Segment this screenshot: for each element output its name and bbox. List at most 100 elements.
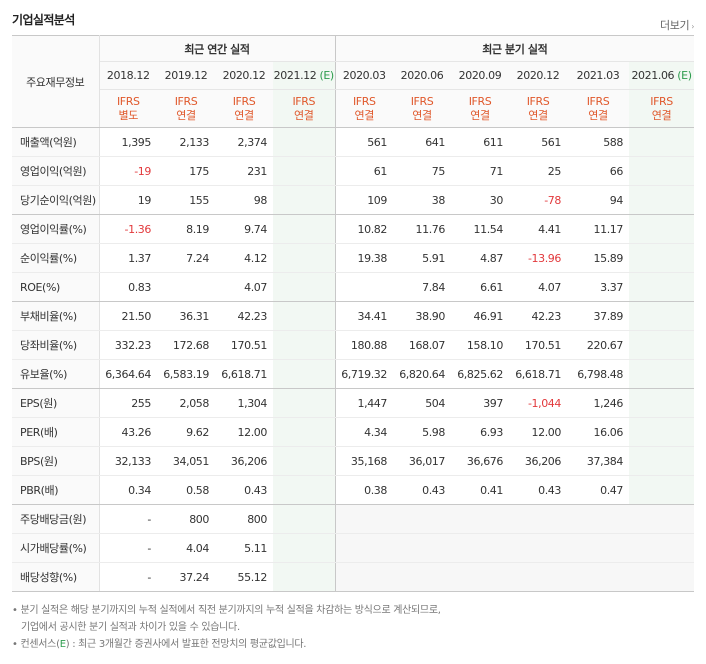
period-header: 2020.12 [509,61,567,90]
table-cell: 588 [567,127,629,157]
table-cell: 11.54 [451,214,509,244]
table-cell [273,301,336,331]
table-row: 유보율(%) 6,364.64 6,583.19 6,618.71 6,719.32 6,… [12,359,695,389]
row-label: BPS(원) [12,446,100,476]
table-cell: 172.68 [157,330,215,360]
accounting-standard: IFRS 연결 [393,89,451,128]
table-cell: 170.51 [509,330,567,360]
period-header: 2021.03 [567,61,629,90]
table-cell: 16.06 [567,417,629,447]
table-cell: 71 [451,156,509,186]
table-cell: 46.91 [451,301,509,331]
table-row: ROE(%) 0.83 4.07 7.84 6.61 4.07 3.37 [12,272,695,302]
table-cell: 4.12 [215,243,273,273]
table-cell [629,214,695,244]
section-title: 기업실적분석 [12,13,75,27]
table-cell: 0.41 [451,475,509,505]
table-cell: 36,206 [509,446,567,476]
table-cell: 43.26 [99,417,157,447]
table-cell: 37.24 [157,562,215,592]
table-cell: 0.43 [509,475,567,505]
table-cell [451,504,509,534]
table-row: 당기순이익(억원) 19 155 98 109 38 30 -78 94 [12,185,695,215]
quarter-group-header: 최근 분기 실적 [335,35,695,62]
period-header: 2021.12 (E) [273,61,336,90]
table-cell: 8.19 [157,214,215,244]
table-cell [273,388,336,418]
period-header: 2021.06 (E) [629,61,695,90]
table-cell [273,533,336,563]
table-cell [273,156,336,186]
row-label: 매출액(억원) [12,127,100,157]
accounting-standard: IFRS 연결 [335,89,393,128]
accounting-standard: IFRS 연결 [273,89,336,128]
table-row: 시가배당률(%) -4.04 5.11 [12,533,695,563]
table-cell [509,533,567,563]
table-cell [567,533,629,563]
period-header: 2018.12 [99,61,157,90]
table-cell [629,301,695,331]
table-cell: 36,017 [393,446,451,476]
table-cell: 255 [99,388,157,418]
table-cell [629,243,695,273]
table-cell: 19 [99,185,157,215]
table-row: 부채비율(%) 21.50 36.31 42.23 34.41 38.90 46.91 42.… [12,301,695,331]
table-cell [335,562,393,592]
table-cell: 6,618.71 [509,359,567,389]
row-label: 당기순이익(억원) [12,185,100,215]
table-cell: -1,044 [509,388,567,418]
table-cell [567,504,629,534]
table-cell [273,272,336,302]
table-cell: 4.87 [451,243,509,273]
period-header: 2020.03 [335,61,393,90]
table-cell: 37,384 [567,446,629,476]
table-cell: 55.12 [215,562,273,592]
table-cell [393,504,451,534]
table-cell: 5.11 [215,533,273,563]
table-cell: 6,798.48 [567,359,629,389]
table-cell: 12.00 [509,417,567,447]
table-cell: 4.07 [509,272,567,302]
table-cell [273,504,336,534]
table-cell: 30 [451,185,509,215]
table-cell: 4.04 [157,533,215,563]
table-cell: 504 [393,388,451,418]
table-cell: -13.96 [509,243,567,273]
table-cell: 641 [393,127,451,157]
more-link[interactable]: 더보기 › [660,17,694,33]
row-label: 시가배당률(%) [12,533,100,563]
table-cell: 0.43 [215,475,273,505]
row-label: 순이익률(%) [12,243,100,273]
table-row: EPS(원) 255 2,058 1,304 1,447 504 397 -1,044 1,24… [12,388,695,418]
table-row: 매출액(억원) 1,395 2,133 2,374 561 641 611 561 588 [12,127,695,157]
table-cell: 42.23 [509,301,567,331]
table-row: PER(배) 43.26 9.62 12.00 4.34 5.98 6.93 12.00 16.… [12,417,695,447]
table-cell: 6,618.71 [215,359,273,389]
chevron-right-icon: › [691,22,694,31]
table-cell: 3.37 [567,272,629,302]
table-cell: 36.31 [157,301,215,331]
table-cell: 109 [335,185,393,215]
table-cell: 1,246 [567,388,629,418]
table-cell: 0.34 [99,475,157,505]
table-cell: 6,820.64 [393,359,451,389]
table-cell: 61 [335,156,393,186]
table-cell: 36,676 [451,446,509,476]
accounting-standard: IFRS 연결 [629,89,695,128]
table-cell [273,359,336,389]
table-cell: 168.07 [393,330,451,360]
table-cell: 1,447 [335,388,393,418]
row-label: 영업이익률(%) [12,214,100,244]
table-cell [629,185,695,215]
table-cell [393,562,451,592]
row-label: 유보율(%) [12,359,100,389]
table-cell: - [99,562,157,592]
row-label: 부채비율(%) [12,301,100,331]
table-cell: 220.67 [567,330,629,360]
table-cell: 37.89 [567,301,629,331]
table-cell: -1.36 [99,214,157,244]
table-cell: 1,304 [215,388,273,418]
table-cell: 21.50 [99,301,157,331]
table-cell: 4.07 [215,272,273,302]
table-cell: 155 [157,185,215,215]
